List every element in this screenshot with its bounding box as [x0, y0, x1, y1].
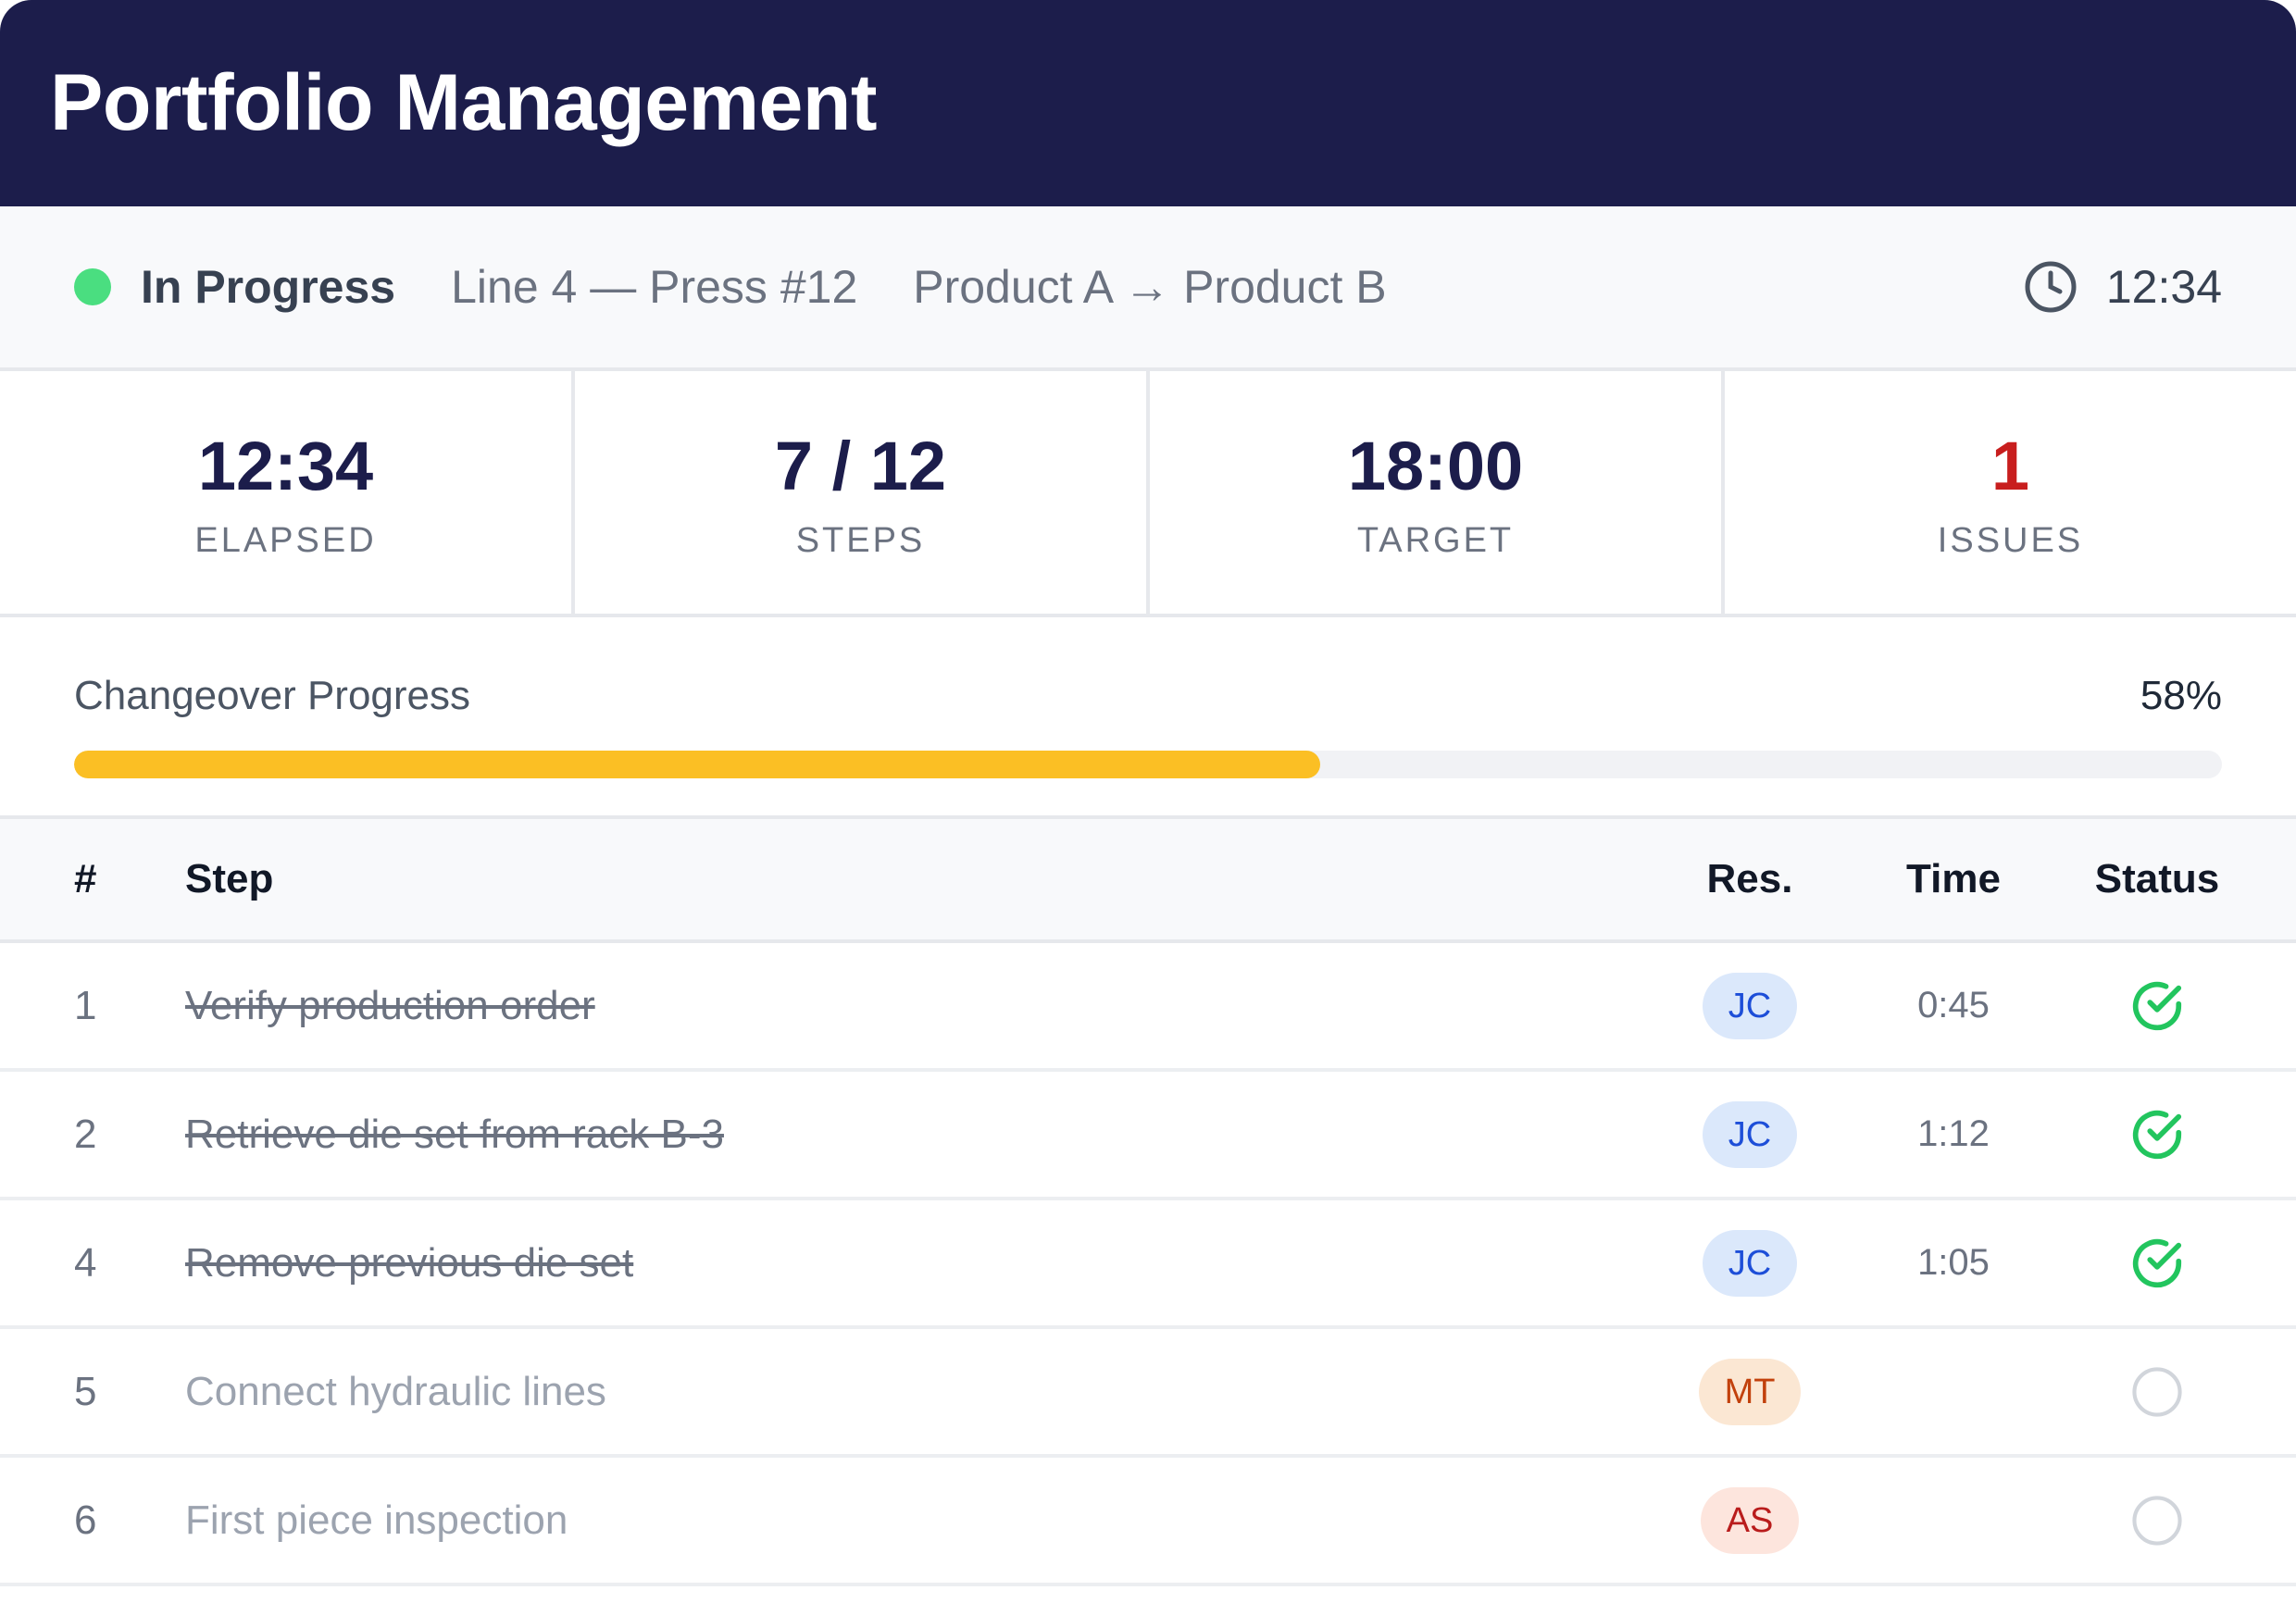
- metric-issues[interactable]: 1 ISSUES: [1725, 371, 2296, 614]
- page-title: Portfolio Management: [50, 58, 878, 147]
- clock-icon: [2025, 261, 2077, 313]
- clock-time: 12:34: [2105, 261, 2222, 313]
- column-header-time: Time: [1906, 856, 2001, 901]
- empty-circle-icon[interactable]: [2128, 1363, 2186, 1421]
- product-transition: Product A → Product B: [913, 261, 1387, 313]
- step-number: 4: [74, 1239, 97, 1286]
- metric-value: 18:00: [1347, 427, 1524, 504]
- steps-table-body: 1 Verify production order JC 0:45 2 Retr…: [0, 943, 2296, 1586]
- column-header-num: #: [74, 856, 97, 901]
- resource-badge: JC: [1702, 972, 1798, 1039]
- step-name: First piece inspection: [185, 1497, 568, 1543]
- progress-section: Changeover Progress 58%: [0, 617, 2296, 819]
- check-circle-icon[interactable]: [2128, 1106, 2186, 1163]
- step-number: 2: [74, 1111, 97, 1157]
- step-name: Connect hydraulic lines: [185, 1368, 606, 1414]
- check-circle-icon[interactable]: [2128, 1235, 2186, 1292]
- metric-label: ELAPSED: [194, 520, 377, 560]
- metric-target: 18:00 TARGET: [1150, 371, 1725, 614]
- line-label: Line 4 — Press #12: [451, 261, 858, 313]
- metrics-row: 12:34 ELAPSED 7 / 12 STEPS 18:00 TARGET …: [0, 371, 2296, 617]
- step-name: Retrieve die set from rack B-3: [185, 1111, 724, 1157]
- column-header-step: Step: [185, 856, 274, 901]
- status-dot: [74, 268, 111, 305]
- step-number: 1: [74, 982, 97, 1028]
- step-number: 5: [74, 1368, 97, 1414]
- progress-fill: [74, 751, 1320, 778]
- metric-label: STEPS: [795, 520, 926, 560]
- progress-percent: 58%: [2140, 673, 2222, 718]
- column-header-status: Status: [2094, 856, 2220, 901]
- app-header: Portfolio Management: [0, 0, 2296, 206]
- table-row[interactable]: 5 Connect hydraulic lines MT: [0, 1329, 2296, 1458]
- resource-badge: JC: [1702, 1229, 1798, 1297]
- empty-circle-icon[interactable]: [2128, 1492, 2186, 1549]
- table-row[interactable]: 2 Retrieve die set from rack B-3 JC 1:12: [0, 1072, 2296, 1200]
- check-circle-icon[interactable]: [2128, 977, 2186, 1035]
- table-row[interactable]: 6 First piece inspection AS: [0, 1458, 2296, 1586]
- table-row[interactable]: 1 Verify production order JC 0:45: [0, 943, 2296, 1072]
- resource-badge: MT: [1698, 1358, 1802, 1425]
- step-time: 1:05: [1917, 1242, 1990, 1283]
- step-name: Verify production order: [185, 982, 595, 1028]
- step-number: 6: [74, 1497, 97, 1543]
- column-header-res: Res.: [1706, 856, 1793, 901]
- step-time: 0:45: [1917, 985, 1990, 1025]
- status-label: In Progress: [141, 261, 396, 313]
- resource-badge: JC: [1702, 1100, 1798, 1168]
- metric-label: ISSUES: [1937, 520, 2084, 560]
- metric-value: 12:34: [197, 427, 374, 504]
- metric-value: 7 / 12: [774, 427, 947, 504]
- step-time: 1:12: [1917, 1113, 1990, 1154]
- metric-steps: 7 / 12 STEPS: [575, 371, 1150, 614]
- metric-value: 1: [1990, 427, 2030, 504]
- step-name: Remove previous die set: [185, 1239, 634, 1286]
- table-header: # Step Res. Time Status: [0, 819, 2296, 943]
- progress-track: [74, 751, 2222, 778]
- table-row[interactable]: 4 Remove previous die set JC 1:05: [0, 1200, 2296, 1329]
- resource-badge: AS: [1700, 1486, 1800, 1554]
- metric-label: TARGET: [1356, 520, 1515, 560]
- status-bar: In Progress Line 4 — Press #12 Product A…: [0, 206, 2296, 371]
- progress-title: Changeover Progress: [74, 673, 471, 718]
- metric-elapsed: 12:34 ELAPSED: [0, 371, 575, 614]
